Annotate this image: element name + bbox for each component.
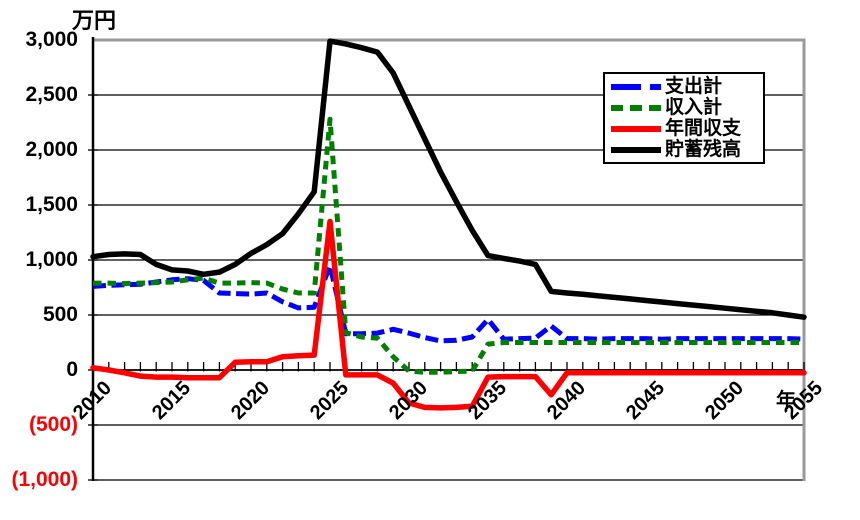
legend: 支出計 収入計 年間収支 貯蓄残高: [603, 72, 765, 164]
legend-item-savings-balance: 貯蓄残高: [610, 139, 761, 160]
x-axis-unit-label: 年: [776, 390, 796, 412]
y-axis-label: 1,500: [25, 193, 78, 216]
y-axis-label: (500): [28, 413, 78, 436]
legend-item-income-total: 収入計: [610, 97, 761, 118]
legend-item-expenditure-total: 支出計: [610, 76, 761, 97]
y-axis-label: (1,000): [11, 468, 78, 491]
y-axis-label: 2,000: [25, 138, 78, 161]
y-axis-unit-label: 万円: [72, 8, 117, 33]
series-line-savings-balance: [90, 38, 807, 320]
y-axis-label: 1,000: [25, 248, 78, 271]
legend-label-expenditure-total: 支出計: [665, 75, 723, 97]
legend-item-annual-balance: 年間収支: [610, 118, 761, 139]
y-axis-label: 0: [66, 358, 78, 381]
series-line-annual-balance: [90, 218, 807, 411]
series-line-expenditure-total: [92, 263, 805, 344]
y-axis-label: 500: [42, 303, 78, 326]
legend-label-savings-balance: 貯蓄残高: [665, 138, 742, 160]
y-axis-label: 2,500: [25, 83, 78, 106]
y-axis-label: 3,000: [25, 28, 78, 51]
legend-label-income-total: 収入計: [665, 96, 723, 118]
series-line-income-total: [93, 116, 804, 375]
legend-label-annual-balance: 年間収支: [665, 117, 742, 139]
